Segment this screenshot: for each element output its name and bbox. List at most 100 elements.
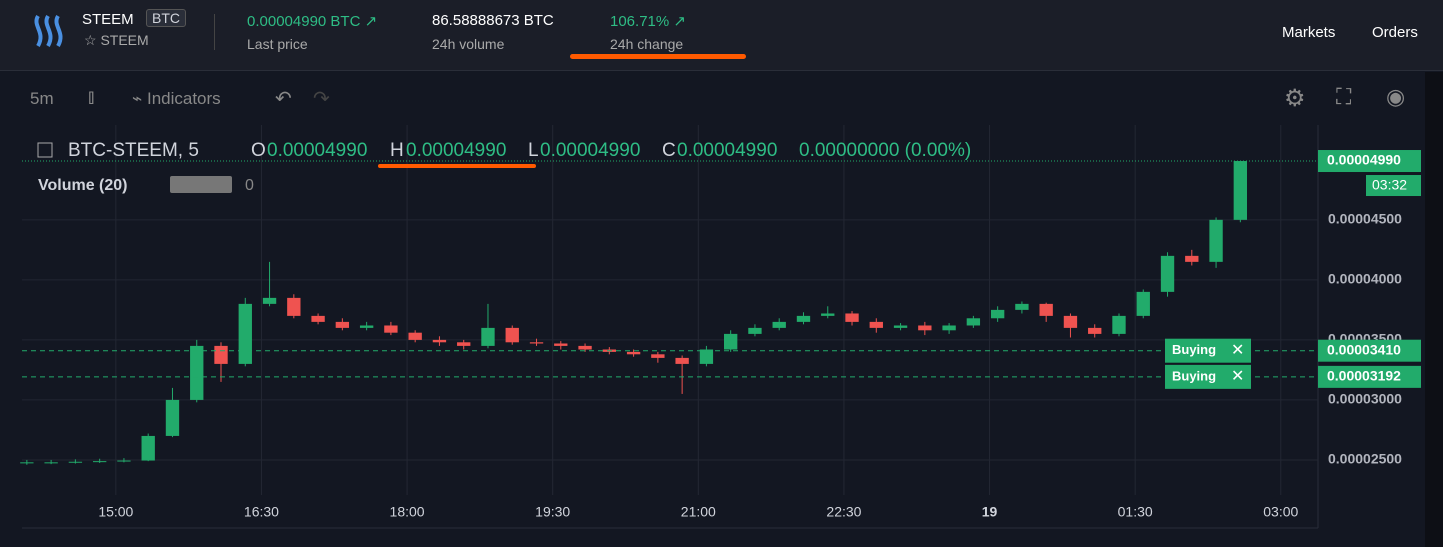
x-tick-label: 15:00	[98, 504, 133, 520]
legend-value: 0.00004990	[677, 140, 777, 161]
legend-value: 0.00004990	[540, 140, 640, 161]
candle-body	[311, 315, 325, 322]
stat-text: 0.00004990 BTC	[247, 13, 361, 30]
undo[interactable]: ↶	[275, 88, 292, 110]
x-tick-label: 01:30	[1118, 504, 1153, 520]
candle-body	[335, 321, 350, 328]
candle-body	[1185, 255, 1199, 262]
badge: BTC	[146, 9, 186, 27]
indicators[interactable]: ⌁ Indicators	[132, 89, 221, 108]
x-tick-label: 19	[982, 504, 998, 520]
candle-body	[845, 313, 859, 322]
y-tick-label: 0.00004000	[1328, 271, 1402, 287]
stat-text: 106.71%	[610, 13, 670, 30]
subtitle-text: STEEM	[100, 32, 149, 48]
candle-body	[626, 351, 641, 355]
visibility[interactable]: ◉	[1386, 84, 1406, 109]
volume-controls[interactable]	[170, 176, 232, 193]
candle-body	[821, 313, 835, 316]
candle-body	[1063, 315, 1078, 328]
highlight	[570, 54, 746, 59]
pair: STEEM	[82, 11, 134, 28]
marks: 0.00004990 03:32 Buying ✕ 0.00003410 Buying ✕ 0…	[20, 150, 1421, 465]
order-price-tag	[1318, 339, 1421, 362]
candle-body	[1112, 315, 1126, 334]
grid: 15:00 16:30 18:00 19:30 21:00 22:30 19 01:30 03:…	[22, 125, 1402, 520]
legend-value: 0.00004990	[406, 140, 506, 161]
candle-body	[1233, 161, 1248, 220]
y-tick-label: 0.00002500	[1328, 451, 1402, 467]
indicators-text: Indicators	[146, 89, 221, 108]
x-tick-label: 21:00	[681, 504, 716, 520]
candle-body	[262, 297, 277, 304]
x-tick-label: 03:00	[1263, 504, 1298, 520]
candle-body	[554, 343, 568, 346]
divider	[214, 14, 215, 50]
stat-value: 86.58888673 BTC	[432, 12, 554, 29]
interval[interactable]: 5m	[30, 89, 54, 108]
candle-body	[1209, 219, 1223, 262]
volume-label: Volume (20)	[38, 177, 128, 194]
candle-body	[529, 342, 544, 344]
candle-body	[1136, 291, 1150, 316]
candle-body	[796, 315, 811, 322]
nav-link[interactable]: Orders	[1372, 24, 1418, 41]
candle-body	[481, 327, 495, 346]
candle-body	[966, 318, 981, 326]
candle-body	[675, 357, 689, 364]
order-badge	[1165, 364, 1251, 389]
x-tick-label: 22:30	[826, 504, 861, 520]
order-label: Buying	[1172, 342, 1216, 357]
candle-body	[699, 349, 714, 364]
legend-key: L	[528, 140, 539, 161]
right-strip	[1425, 72, 1443, 547]
settings[interactable]: ⚙	[1284, 85, 1306, 112]
legend-change: 0.00000000 (0.00%)	[799, 140, 971, 161]
stat-label: 24h change	[610, 36, 684, 52]
fullscreen[interactable]: ⛶	[1336, 84, 1352, 109]
header: STEEM BTC ☆ STEEM 0.00004990 BTC ↗ Last …	[0, 0, 1443, 71]
order-price-label: 0.00003410	[1327, 341, 1401, 357]
legend-key: H	[390, 140, 404, 161]
candle-body	[384, 325, 398, 333]
order-cancel: ✕	[1231, 368, 1244, 385]
candle-body	[190, 345, 204, 400]
legend-value: 0.00004990	[267, 140, 367, 161]
order-price-tag	[1318, 365, 1421, 388]
candle-body	[44, 462, 58, 464]
candle-icon[interactable]: ⫾	[88, 86, 95, 108]
candle-body	[1039, 303, 1053, 316]
collapse-icon[interactable]	[37, 142, 53, 158]
candle-body	[92, 461, 107, 463]
candle-body	[505, 327, 519, 343]
candle-body	[457, 342, 471, 346]
candle-body	[432, 339, 447, 343]
stat-label: Last price	[247, 36, 308, 52]
candle-body	[772, 321, 786, 328]
candle-body	[117, 460, 131, 462]
x-tick-label: 18:00	[390, 504, 425, 520]
candle-body	[68, 461, 83, 463]
candle-body	[165, 399, 180, 436]
candle-body	[1015, 303, 1029, 310]
logo	[34, 14, 63, 47]
nav-link[interactable]: Markets	[1282, 24, 1336, 41]
candle-body	[918, 325, 932, 331]
candle-body	[869, 321, 883, 328]
candle-body	[141, 435, 155, 461]
candle-body	[578, 345, 592, 350]
legend-key: C	[662, 140, 676, 161]
stat-value: 0.00004990 BTC ↗	[247, 13, 378, 30]
candle-body	[724, 333, 738, 350]
x-tick-label: 16:30	[244, 504, 279, 520]
symbol: BTC-STEEM, 5	[68, 140, 199, 161]
price-tag	[1318, 150, 1421, 173]
candle-body	[20, 462, 34, 464]
y-tick-label: 0.00003000	[1328, 391, 1402, 407]
candle-body	[238, 303, 252, 364]
countdown: 03:32	[1372, 177, 1407, 193]
subtitle: ☆ STEEM	[84, 32, 149, 48]
candle-body	[287, 297, 301, 316]
candle-body	[1088, 327, 1102, 334]
